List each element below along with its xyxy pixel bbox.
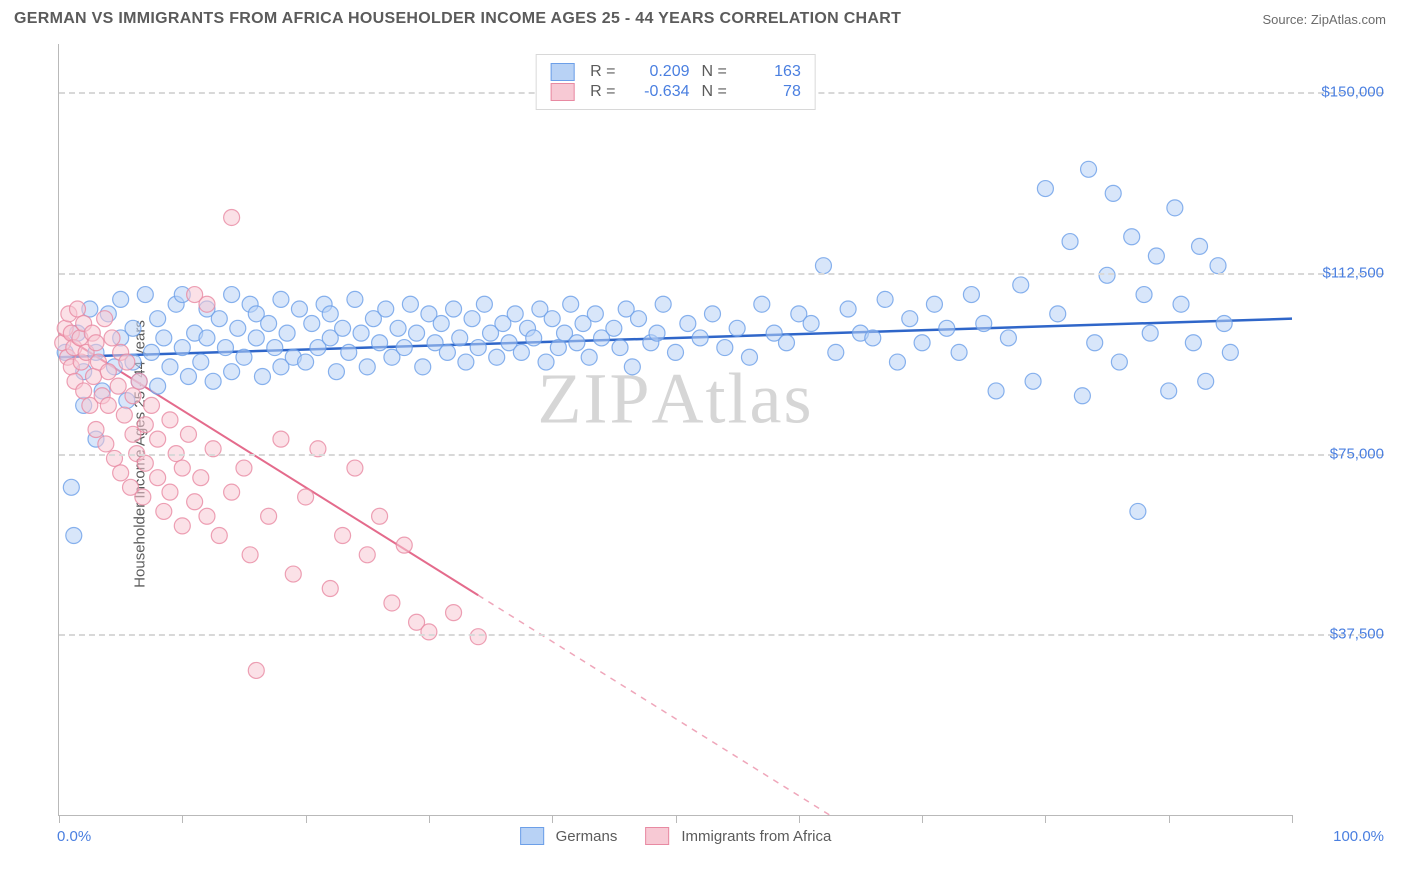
series-legend: Germans Immigrants from Africa xyxy=(520,827,832,845)
n-value-immigrants: 78 xyxy=(739,83,801,101)
x-tick xyxy=(1045,815,1046,823)
swatch-blue xyxy=(550,63,574,81)
r-value-immigrants: -0.634 xyxy=(628,83,690,101)
x-tick xyxy=(1169,815,1170,823)
gridline-h xyxy=(59,454,1384,456)
x-tick xyxy=(429,815,430,823)
x-tick xyxy=(676,815,677,823)
chart-title: GERMAN VS IMMIGRANTS FROM AFRICA HOUSEHO… xyxy=(14,10,901,28)
legend-row-germans: R = 0.209 N = 163 xyxy=(550,63,801,81)
x-tick xyxy=(799,815,800,823)
x-tick xyxy=(1292,815,1293,823)
swatch-blue xyxy=(520,827,544,845)
x-tick xyxy=(922,815,923,823)
gridline-h xyxy=(59,273,1384,275)
x-tick xyxy=(306,815,307,823)
gridline-h xyxy=(59,634,1384,636)
x-axis-label-left: 0.0% xyxy=(57,828,91,845)
n-value-germans: 163 xyxy=(739,63,801,81)
legend-label-immigrants: Immigrants from Africa xyxy=(681,828,831,845)
plot-area: ZIPAtlas R = 0.209 N = 163 R = -0.634 N … xyxy=(58,44,1292,816)
r-label: R = xyxy=(590,63,615,81)
r-label: R = xyxy=(590,83,615,101)
legend-row-immigrants: R = -0.634 N = 78 xyxy=(550,83,801,101)
legend-item-immigrants: Immigrants from Africa xyxy=(645,827,831,845)
y-tick-label: $112,500 xyxy=(1323,264,1384,281)
chart-container: Householder Income Ages 25 - 44 years ZI… xyxy=(12,34,1392,874)
chart-source: Source: ZipAtlas.com xyxy=(1262,12,1386,27)
x-axis-label-right: 100.0% xyxy=(1333,828,1384,845)
n-label: N = xyxy=(702,63,727,81)
swatch-pink xyxy=(550,83,574,101)
r-value-germans: 0.209 xyxy=(628,63,690,81)
x-tick xyxy=(552,815,553,823)
scatter-svg xyxy=(59,44,1292,815)
chart-header: GERMAN VS IMMIGRANTS FROM AFRICA HOUSEHO… xyxy=(0,0,1406,34)
y-tick-label: $37,500 xyxy=(1330,626,1384,643)
correlation-legend: R = 0.209 N = 163 R = -0.634 N = 78 xyxy=(535,54,816,110)
legend-label-germans: Germans xyxy=(556,828,618,845)
n-label: N = xyxy=(702,83,727,101)
legend-item-germans: Germans xyxy=(520,827,618,845)
swatch-pink xyxy=(645,827,669,845)
y-tick-label: $75,000 xyxy=(1330,445,1384,462)
x-tick xyxy=(182,815,183,823)
y-tick-label: $150,000 xyxy=(1321,84,1384,101)
x-tick xyxy=(59,815,60,823)
